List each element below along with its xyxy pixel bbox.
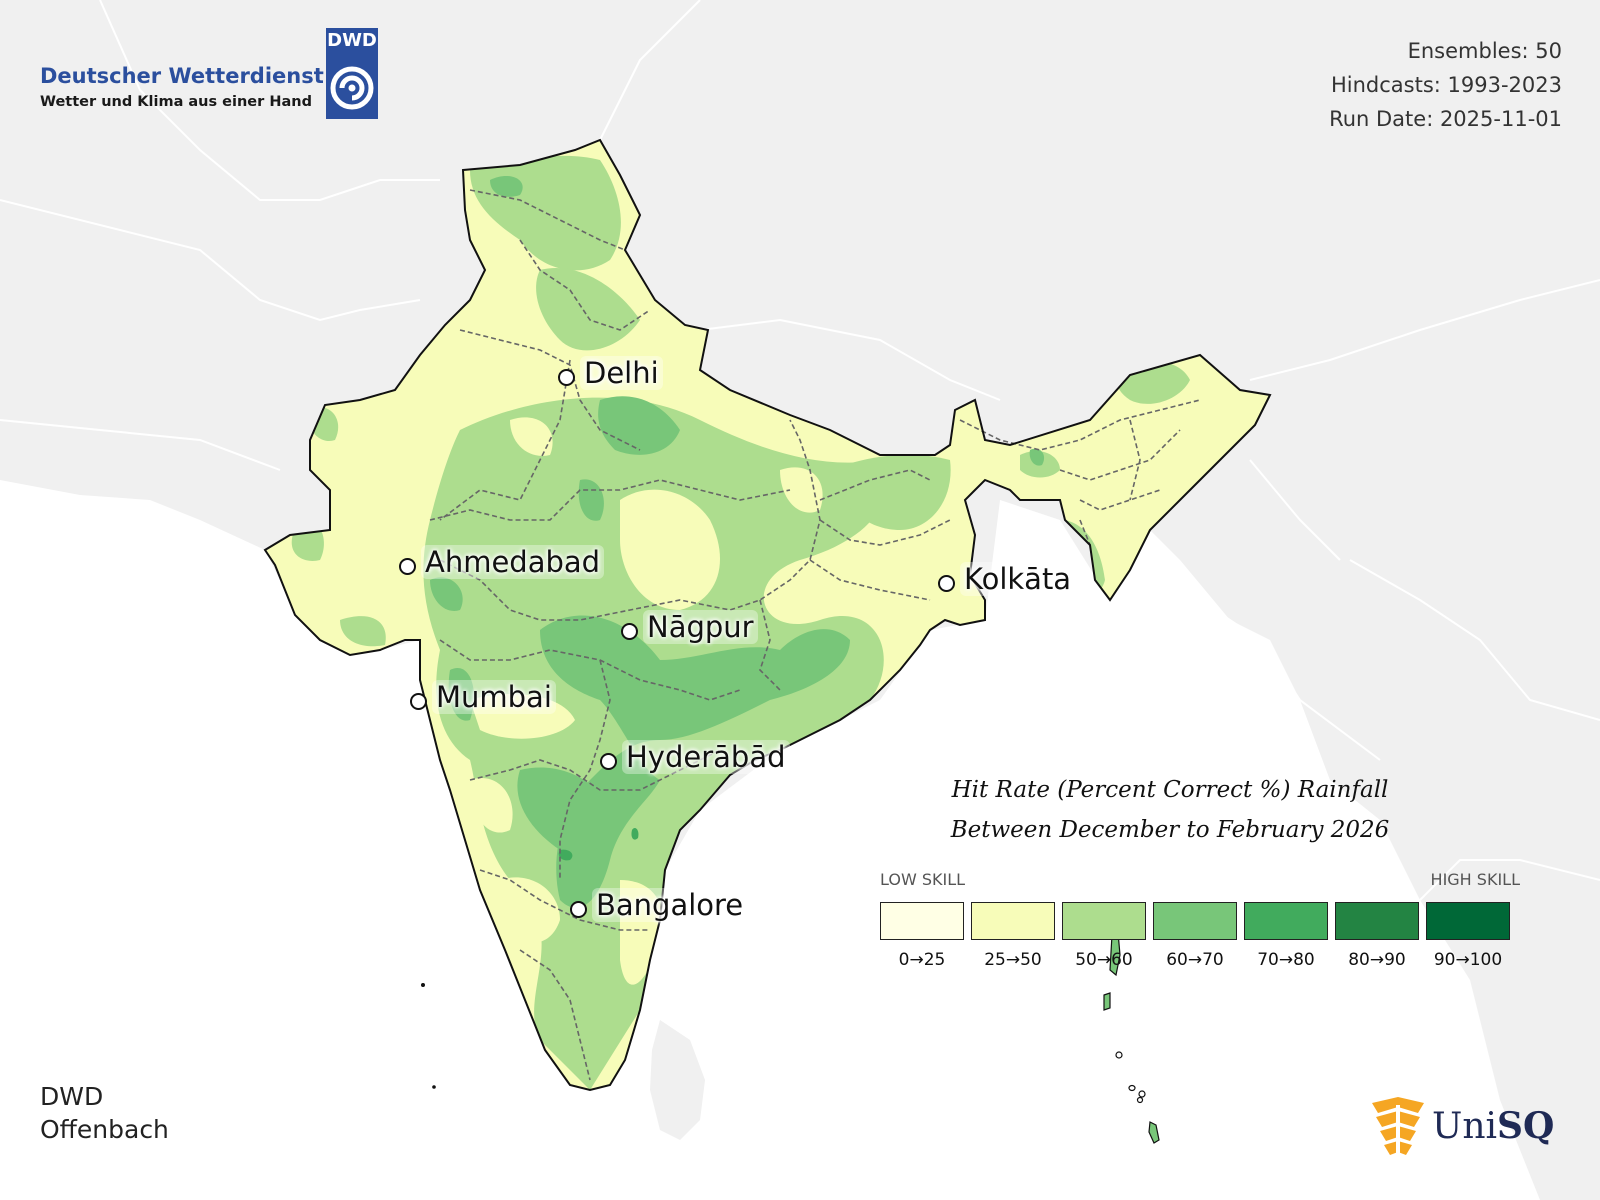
- city-label: Bangalore: [592, 888, 748, 922]
- city-marker-icon: [558, 369, 575, 386]
- legend-bin-label: 60→70: [1166, 950, 1224, 970]
- run-date-text: Run Date: 2025-11-01: [1329, 107, 1562, 131]
- legend-bin: 70→80: [1244, 902, 1328, 974]
- legend-swatch: [971, 902, 1055, 940]
- dwd-badge: DWD: [326, 28, 378, 119]
- city-label: Nāgpur: [643, 610, 758, 644]
- unisq-logo: UniSQ: [1360, 1095, 1560, 1165]
- legend-swatch: [1153, 902, 1237, 940]
- legend-bin: 80→90: [1335, 902, 1419, 974]
- legend-bin: 60→70: [1153, 902, 1237, 974]
- city-label: Ahmedabad: [421, 545, 605, 579]
- hindcasts-text: Hindcasts: 1993-2023: [1330, 73, 1562, 97]
- legend-bin: 25→50: [971, 902, 1055, 974]
- city-marker-icon: [600, 753, 617, 770]
- legend-low-label: LOW SKILL: [880, 870, 966, 889]
- city-label: Mumbai: [432, 680, 556, 714]
- footer-line-2: Offenbach: [40, 1115, 169, 1144]
- legend-bin-label: 0→25: [898, 950, 946, 970]
- run-info: Ensembles: 50 Hindcasts: 1993-2023 Run D…: [1329, 34, 1562, 136]
- city-label: Hyderābād: [622, 740, 790, 774]
- unisq-text-b: SQ: [1497, 1105, 1555, 1147]
- org-tagline: Wetter und Klima aus einer Hand: [40, 94, 312, 110]
- spiral-icon: [330, 66, 374, 110]
- legend-swatch: [1426, 902, 1510, 940]
- dwd-badge-text: DWD: [327, 30, 377, 51]
- legend-swatch: [1335, 902, 1419, 940]
- footer-line-1: DWD: [40, 1082, 104, 1111]
- city-marker-icon: [570, 901, 587, 918]
- title-line-2: Between December to February 2026: [950, 817, 1390, 843]
- unisq-wordmark: UniSQ: [1432, 1105, 1554, 1147]
- legend-swatch: [1062, 902, 1146, 940]
- legend-bin-label: 80→90: [1348, 950, 1406, 970]
- legend-bin: 90→100: [1426, 902, 1510, 974]
- legend-bin-label: 50→60: [1075, 950, 1133, 970]
- map-title: Hit Rate (Percent Correct %) Rainfall Be…: [900, 770, 1440, 850]
- legend-bin-label: 70→80: [1257, 950, 1315, 970]
- unisq-text-a: Uni: [1432, 1106, 1498, 1147]
- legend-high-label: HIGH SKILL: [1430, 870, 1520, 889]
- city-marker-icon: [938, 575, 955, 592]
- legend-swatch: [880, 902, 964, 940]
- lakshadweep-islands: [421, 983, 436, 1089]
- city-marker-icon: [621, 623, 638, 640]
- ensembles-text: Ensembles: 50: [1407, 39, 1562, 63]
- city-marker-icon: [410, 693, 427, 710]
- city-label: Kolkāta: [960, 562, 1076, 596]
- dwd-logo: Deutscher Wetterdienst Wetter und Klima …: [38, 28, 383, 123]
- city-marker-icon: [399, 558, 416, 575]
- legend-bin: 0→25: [880, 902, 964, 974]
- legend-bin-label: 90→100: [1433, 950, 1503, 970]
- sri-lanka: [650, 1020, 705, 1140]
- unisq-emblem-icon: [1372, 1097, 1424, 1159]
- india-outline: [263, 138, 1272, 1092]
- andaman-islands: [1103, 931, 1160, 1144]
- skill-legend: LOW SKILL HIGH SKILL 0→25 25→50 50→60 60…: [880, 870, 1520, 990]
- legend-swatch: [1244, 902, 1328, 940]
- footer-credit: DWD Offenbach: [40, 1080, 169, 1146]
- city-label: Delhi: [580, 356, 663, 390]
- org-name: Deutscher Wetterdienst: [40, 64, 324, 88]
- title-line-1: Hit Rate (Percent Correct %) Rainfall: [951, 777, 1389, 803]
- legend-bin-label: 25→50: [984, 950, 1042, 970]
- legend-bin: 50→60: [1062, 902, 1146, 974]
